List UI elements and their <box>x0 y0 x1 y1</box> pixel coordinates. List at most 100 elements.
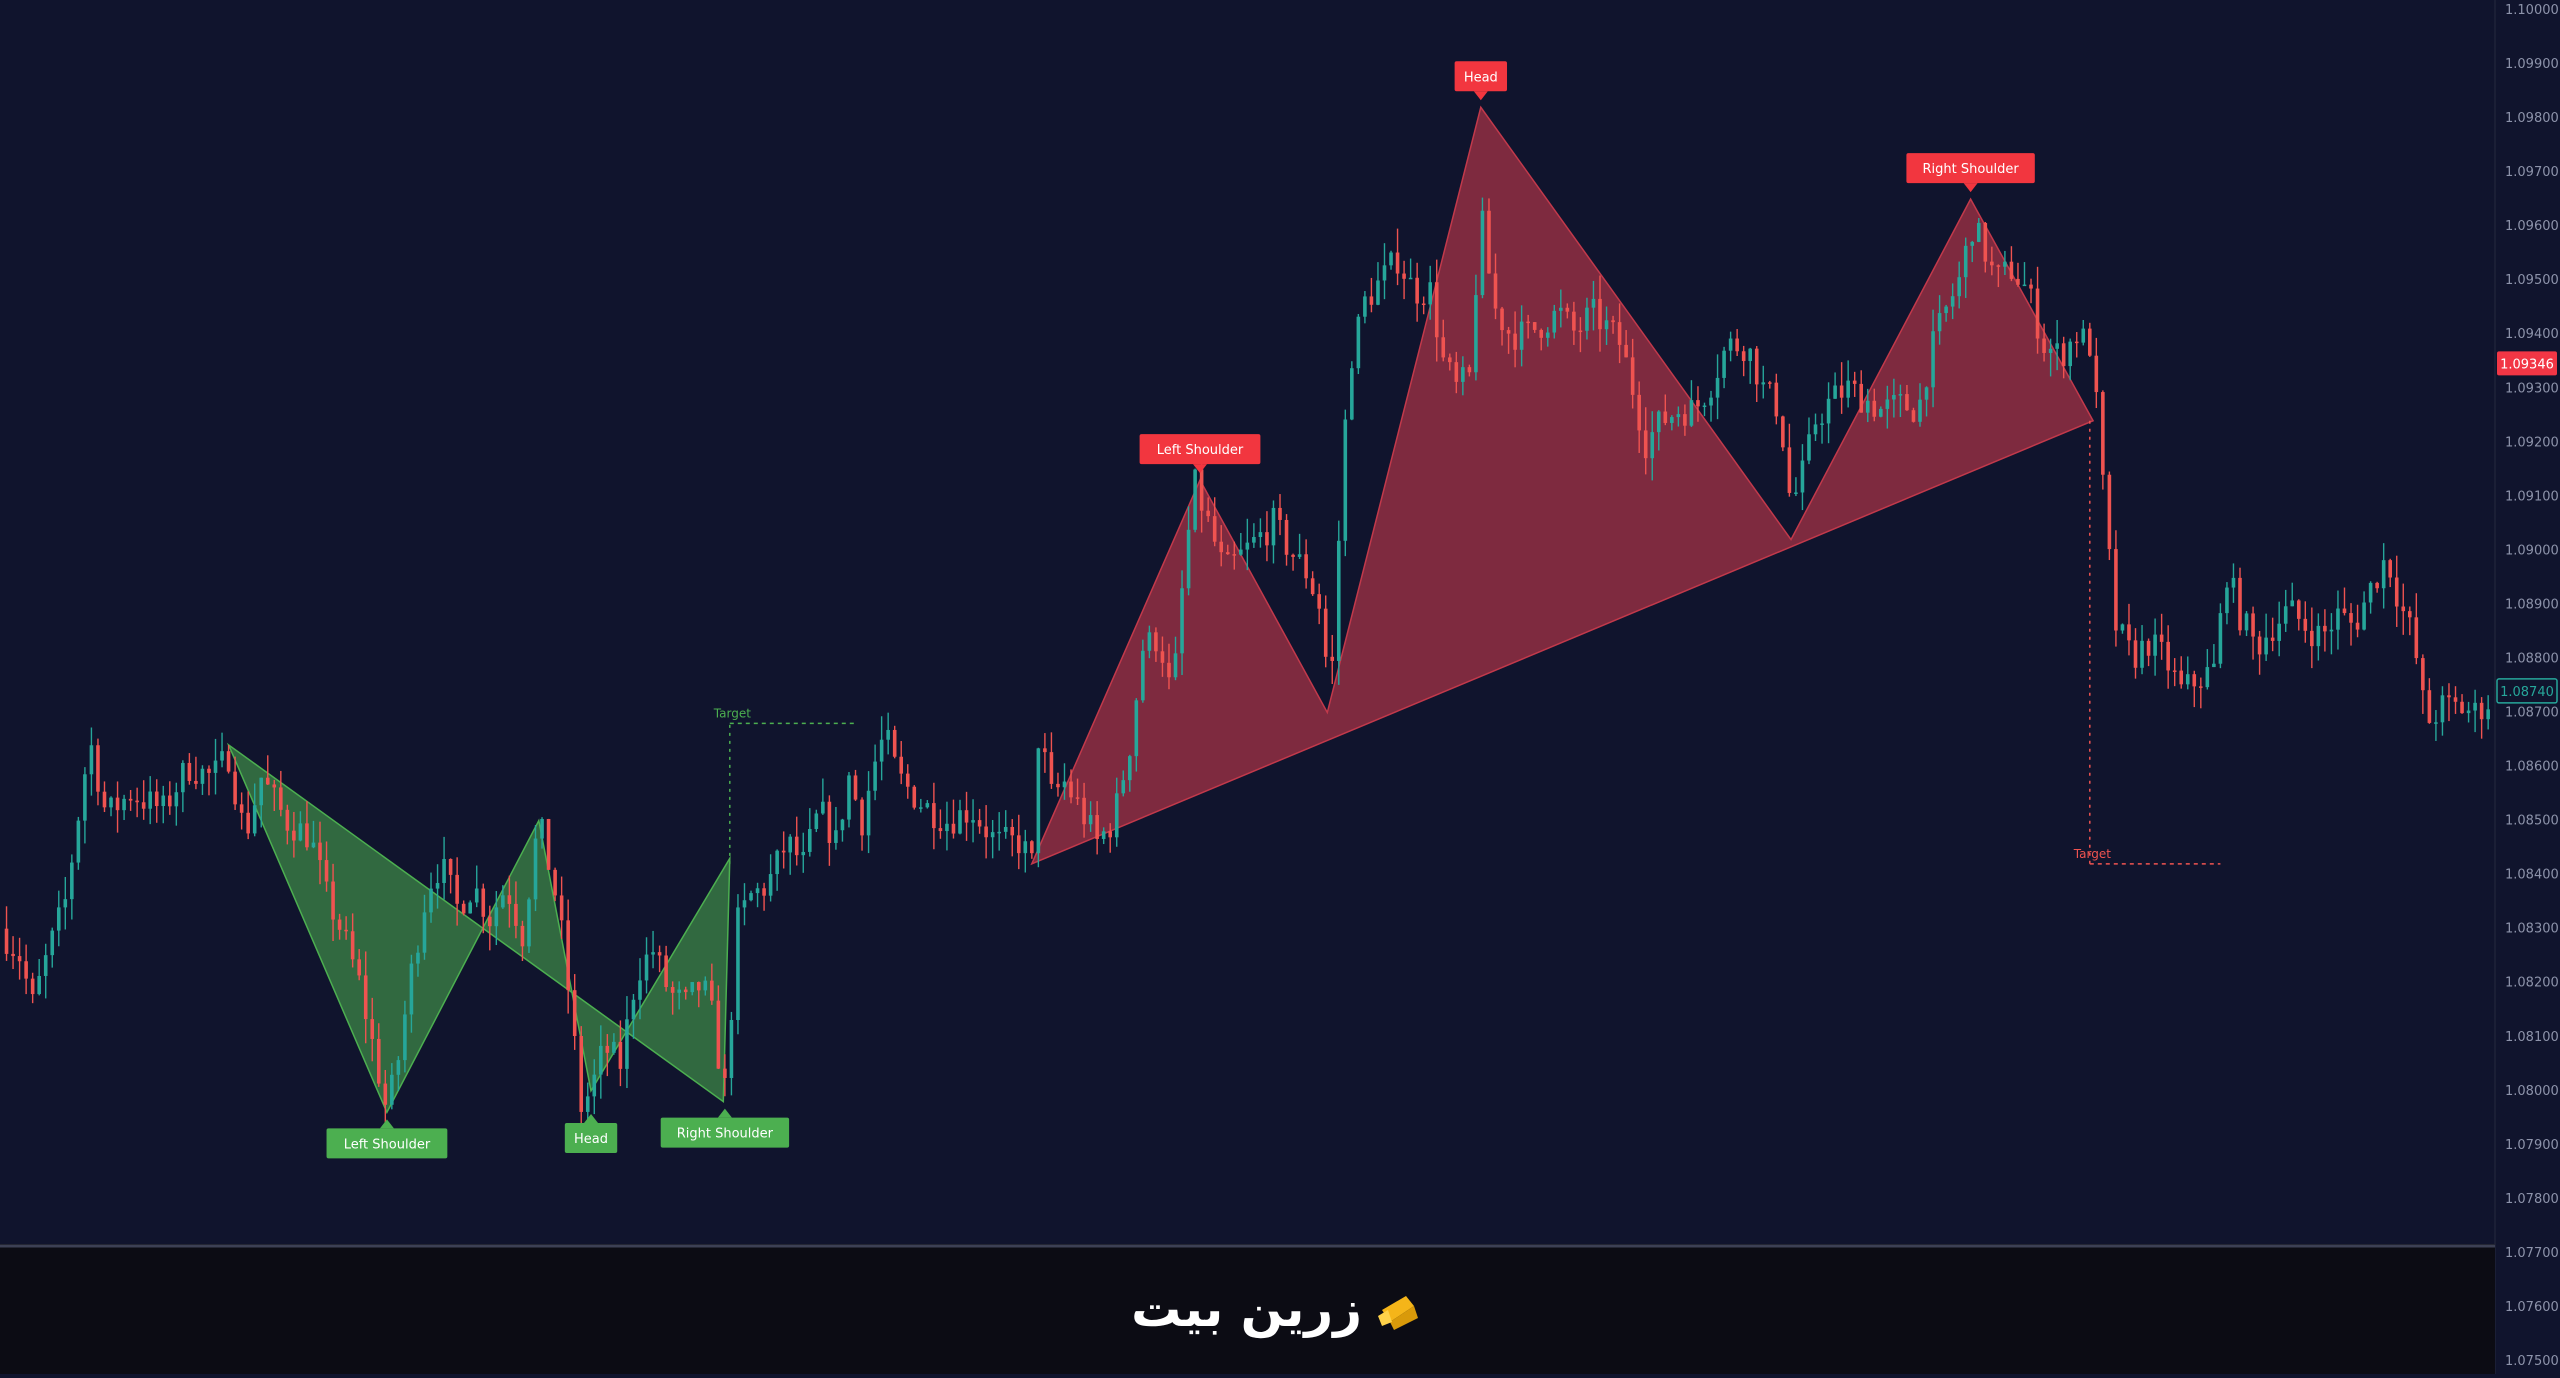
candle-down <box>461 900 466 916</box>
candle-down <box>572 974 577 1050</box>
candle-up <box>298 811 303 842</box>
candle-up <box>1728 331 1733 362</box>
candle-down <box>135 787 139 818</box>
candle-down <box>2355 604 2360 638</box>
candle-up <box>1970 240 1975 263</box>
candle-down <box>2146 638 2151 667</box>
candle-down <box>376 1023 381 1087</box>
candle-down <box>2303 601 2308 643</box>
candle-up <box>533 825 538 912</box>
candle-down <box>1859 370 1864 413</box>
candle-down <box>1448 353 1452 371</box>
candle-up <box>1670 415 1674 431</box>
candle-up <box>1134 698 1139 772</box>
candle-down <box>683 986 688 1000</box>
candle-up <box>1474 274 1478 381</box>
candle-down <box>2199 677 2203 709</box>
y-tick-label: 1.08300 <box>2505 922 2559 937</box>
candle-up <box>2316 613 2321 661</box>
candle-down <box>2035 266 2040 354</box>
candle-up <box>56 890 61 947</box>
candle-up <box>1239 532 1243 556</box>
candle-up <box>1003 810 1008 839</box>
y-tick-label: 1.08100 <box>2505 1030 2559 1045</box>
candle-up <box>1892 378 1896 418</box>
candle-down <box>141 780 146 820</box>
candle-up <box>2362 591 2366 631</box>
candle-down <box>1487 198 1491 274</box>
candle-down <box>2133 628 2138 679</box>
brand-text: زرین بیت <box>1131 1280 1362 1339</box>
candle-up <box>775 849 779 891</box>
candle-down <box>115 781 120 833</box>
candle-down <box>2394 555 2399 627</box>
candle-up <box>1950 283 1955 320</box>
candle-down <box>2323 609 2327 652</box>
candle-up <box>213 738 218 795</box>
candle-down <box>285 804 290 845</box>
candle-up <box>540 817 544 849</box>
candle-up <box>1343 409 1348 557</box>
candle-up <box>631 993 636 1039</box>
candle-up <box>2022 262 2027 287</box>
price-axis[interactable]: 1.10000 1.09900 1.09800 1.09700 1.09600 1.095… <box>2494 0 2559 1374</box>
candle-up <box>2466 701 2471 723</box>
candle-up <box>2081 320 2086 346</box>
candle-up <box>742 883 747 926</box>
candle-up <box>749 890 753 902</box>
candle-up <box>2185 656 2190 690</box>
y-tick-label: 1.07900 <box>2505 1138 2559 1153</box>
candle-up <box>1689 380 1694 427</box>
candle-down <box>2270 617 2275 652</box>
candle-up <box>2283 589 2288 632</box>
candle-down <box>2179 656 2184 689</box>
candle-up <box>1709 390 1713 422</box>
candle-down <box>2009 246 2014 282</box>
candle-down <box>1526 314 1530 339</box>
candle-up <box>109 796 113 817</box>
candle-up <box>638 958 642 1020</box>
candle-up <box>2244 611 2249 637</box>
candle-up <box>416 945 420 977</box>
candle-down <box>154 779 159 823</box>
candle-down <box>2342 587 2347 616</box>
candle-up <box>2368 581 2373 614</box>
candle-up <box>1807 417 1811 465</box>
candle-down <box>938 809 943 839</box>
candle-up <box>1114 777 1119 847</box>
candle-down <box>481 883 486 934</box>
candle-up <box>729 1011 734 1096</box>
y-tick-label: 1.08200 <box>2505 976 2559 991</box>
inverse-head-and-shoulders-shape <box>226 742 731 1115</box>
candle-up <box>1461 356 1465 396</box>
candle-up <box>2381 543 2386 609</box>
candle-down <box>2414 593 2419 665</box>
candle-down <box>1872 388 1877 422</box>
candle-down <box>1010 819 1015 857</box>
candle-down <box>2166 625 2170 689</box>
candle-up <box>866 771 871 854</box>
candle-up <box>2277 601 2281 657</box>
candle-down <box>2453 686 2458 714</box>
candle-down <box>2388 558 2392 588</box>
candle-down <box>507 875 512 928</box>
candle-up <box>1885 385 1890 429</box>
candle-down <box>951 799 956 839</box>
candle-down <box>2074 332 2079 358</box>
candle-down <box>2192 670 2197 708</box>
candle-up <box>1800 444 1805 511</box>
candle-down <box>657 945 662 973</box>
candle-down <box>1454 351 1459 394</box>
candle-down <box>1839 362 1844 414</box>
candle-up <box>2055 320 2059 371</box>
candle-up <box>599 1025 603 1099</box>
candle-down <box>194 756 198 790</box>
y-tick-label: 1.09200 <box>2505 435 2559 450</box>
y-tick-label: 1.08800 <box>2505 651 2559 666</box>
candle-up <box>2068 338 2072 381</box>
candle-down <box>1154 627 1158 662</box>
candle-down <box>1304 539 1308 589</box>
candle-down <box>710 963 714 1005</box>
candle-up <box>181 760 185 813</box>
